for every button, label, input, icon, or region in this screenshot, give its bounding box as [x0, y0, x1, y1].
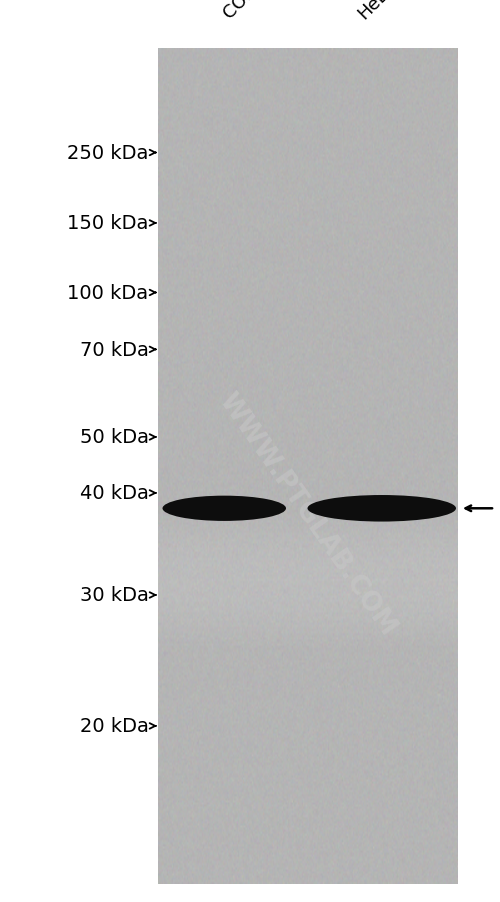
Text: 250 kDa: 250 kDa — [67, 143, 148, 163]
Text: 150 kDa: 150 kDa — [67, 214, 148, 234]
Text: 50 kDa: 50 kDa — [80, 428, 148, 447]
Text: WWW.PTGLAB.COM: WWW.PTGLAB.COM — [214, 388, 402, 640]
Ellipse shape — [162, 496, 286, 521]
Ellipse shape — [308, 495, 456, 522]
Text: 40 kDa: 40 kDa — [80, 483, 148, 503]
Text: COLO 320: COLO 320 — [220, 0, 296, 23]
Bar — [158, 50, 458, 884]
Text: HeLa: HeLa — [355, 0, 400, 23]
Text: 70 kDa: 70 kDa — [80, 340, 148, 360]
Text: 20 kDa: 20 kDa — [80, 716, 148, 736]
Text: 30 kDa: 30 kDa — [80, 585, 148, 605]
Text: 100 kDa: 100 kDa — [68, 283, 148, 303]
